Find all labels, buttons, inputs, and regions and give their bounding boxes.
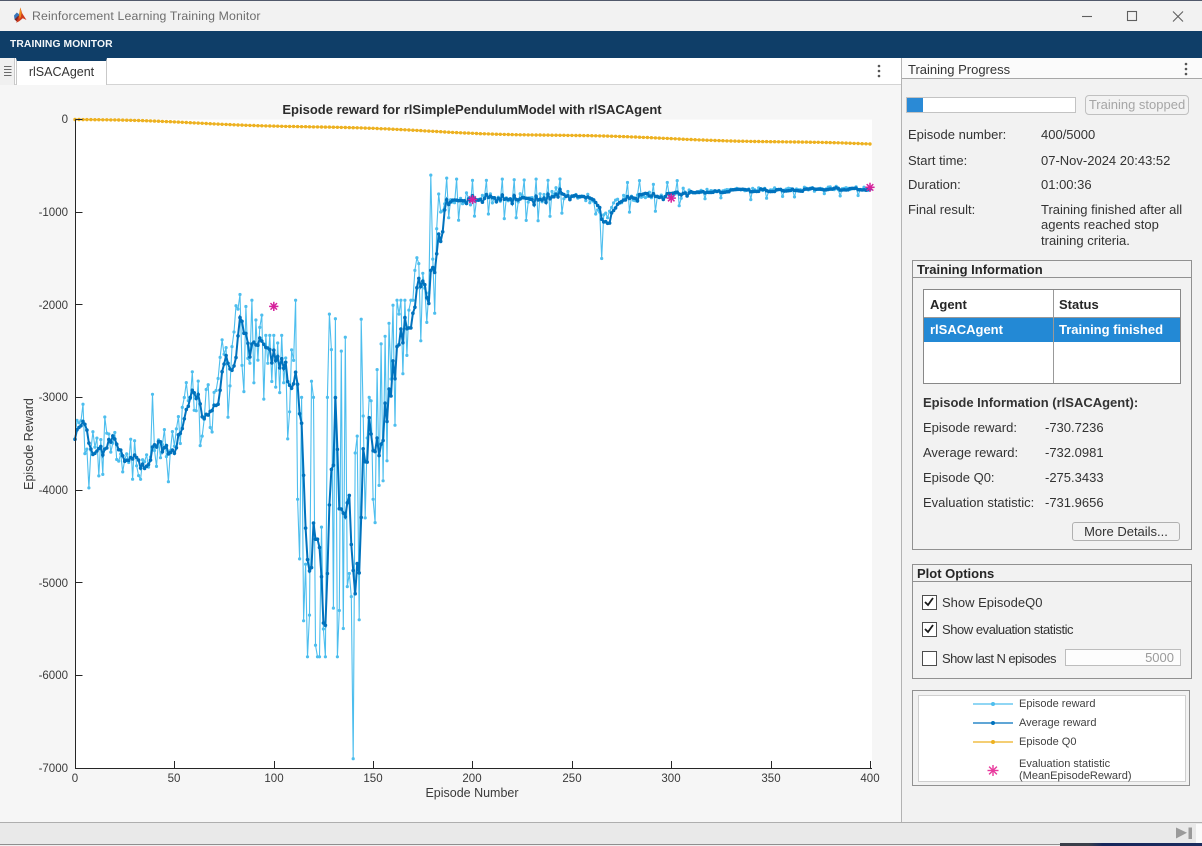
svg-text:100: 100 — [264, 773, 283, 785]
svg-text:150: 150 — [363, 773, 382, 785]
svg-text:-6000: -6000 — [39, 670, 68, 682]
svg-text:350: 350 — [761, 773, 780, 785]
svg-text:200: 200 — [462, 773, 481, 785]
svg-text:-5000: -5000 — [39, 578, 68, 590]
svg-text:-4000: -4000 — [39, 485, 68, 497]
svg-text:-1000: -1000 — [39, 207, 68, 219]
svg-text:Episode reward for rlSimplePen: Episode reward for rlSimplePendulumModel… — [282, 102, 662, 117]
svg-text:300: 300 — [661, 773, 680, 785]
svg-text:50: 50 — [168, 773, 181, 785]
svg-text:0: 0 — [62, 114, 68, 126]
svg-text:0: 0 — [72, 773, 78, 785]
svg-text:-2000: -2000 — [39, 300, 68, 312]
svg-text:-7000: -7000 — [39, 763, 68, 775]
svg-text:Episode Number: Episode Number — [425, 786, 518, 800]
svg-text:-3000: -3000 — [39, 392, 68, 404]
svg-text:250: 250 — [562, 773, 581, 785]
svg-text:Episode Reward: Episode Reward — [22, 398, 36, 490]
svg-text:400: 400 — [860, 773, 879, 785]
